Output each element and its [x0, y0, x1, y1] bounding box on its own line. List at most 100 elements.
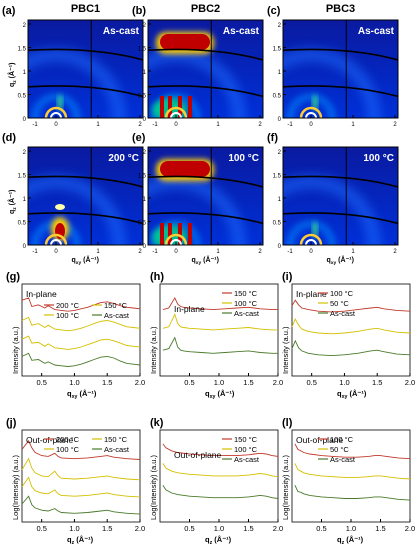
y-tick-label: 1.5: [138, 47, 147, 53]
beamstop-ring: [164, 106, 188, 118]
plot-title: Out-of-plane: [174, 450, 222, 460]
series-line: [21, 439, 141, 460]
amorphous-halo: [28, 175, 126, 245]
lamellar-peak: [178, 96, 182, 118]
linecut-panel: 0.5 1.0 1.5 2.0 (g) In-plane 200 °C 150 °C 100 °…: [6, 271, 145, 400]
panel-label: (i): [282, 271, 293, 283]
panel-label: (h): [150, 271, 164, 283]
x-axis-label: qxy (Å⁻¹): [72, 255, 99, 266]
x-tick-label: 1.5: [243, 524, 253, 533]
y-tick-label: 0.5: [18, 221, 27, 227]
legend-label: As-cast: [104, 311, 130, 320]
legend-label: As-cast: [330, 309, 356, 318]
x-tick-label: -1: [287, 122, 293, 128]
beamstop-inner: [50, 239, 62, 245]
y-tick-label: 1: [23, 70, 27, 76]
y-axis-label: Log(Intensity) (a.u.): [11, 454, 20, 520]
x-axis-label: qxy (Å⁻¹): [327, 255, 354, 266]
x-tick-label: 0: [54, 122, 58, 128]
panel-label: (a): [2, 5, 16, 17]
y-tick-label: 0.5: [18, 94, 27, 100]
column-title: PBC1: [71, 3, 100, 15]
panel-label: (f): [267, 132, 278, 144]
legend-label: 100 °C: [56, 445, 80, 454]
x-tick-label: 2: [393, 249, 397, 255]
column-title: PBC3: [326, 3, 355, 15]
legend-label: 100 °C: [234, 299, 258, 308]
panel-label: (b): [132, 5, 146, 17]
legend-label: 50 °C: [330, 299, 349, 308]
amorphous-halo: [283, 175, 381, 245]
series-line: [294, 443, 411, 460]
y-tick-label: 0.5: [138, 94, 147, 100]
x-tick-label: 2.0: [273, 524, 283, 533]
x-tick-label: 1.5: [372, 378, 382, 387]
legend-label: 150 °C: [104, 435, 128, 444]
x-tick-label: -1: [152, 249, 158, 255]
legend-label: 100 °C: [330, 435, 354, 444]
x-tick-label: 0.5: [36, 524, 46, 533]
bragg-spot: [55, 204, 65, 210]
legend-label: 100 °C: [56, 311, 80, 320]
x-tick-label: 1: [216, 249, 220, 255]
legend-label: 150 °C: [104, 301, 128, 310]
inner-halo: [286, 93, 336, 118]
panel-frame: [27, 19, 144, 119]
y-axis-label: Intensity (a.u.): [149, 326, 158, 374]
legend-label: 100 °C: [330, 289, 354, 298]
x-tick-label: 1.0: [214, 524, 224, 533]
lamellar-peak: [160, 96, 164, 118]
x-tick-label: 1.0: [339, 378, 349, 387]
inner-halo: [151, 93, 201, 118]
beamstop-ring: [299, 233, 323, 245]
panel-frame: [27, 146, 144, 246]
legend-label: As-cast: [234, 309, 260, 318]
series-line: [162, 463, 279, 478]
x-tick-label: 0.5: [306, 378, 316, 387]
condition-label: As-cast: [358, 26, 395, 37]
y-tick-label: 0.5: [273, 94, 282, 100]
y-tick-label: 0: [143, 244, 147, 250]
y-axis-label: qz (Å⁻¹): [7, 63, 18, 87]
y-tick-label: 0: [143, 117, 147, 123]
plot-frame: [291, 429, 411, 523]
beamstop-inner: [50, 112, 62, 118]
panel-frame: [282, 146, 399, 246]
x-tick-label: 0.5: [36, 378, 46, 387]
lamellar-peak: [168, 223, 172, 245]
x-tick-label: 1.0: [69, 378, 79, 387]
x-tick-label: 1.0: [69, 524, 79, 533]
x-tick-label: 1: [351, 249, 355, 255]
x-tick-label: 1.0: [346, 524, 356, 533]
x-tick-label: 2: [138, 249, 142, 255]
x-tick-label: 2: [258, 122, 262, 128]
y-tick-label: 1: [278, 197, 282, 203]
series-line: [21, 335, 141, 350]
giwaxs-panel: (f) 100 °C 0 0.5 1 1.5 2 0 1 2 -1 qxy (Å⁻¹): [267, 132, 399, 266]
panel-frame: [147, 19, 264, 119]
y-tick-label: 1: [278, 70, 282, 76]
legend-label: 100 °C: [234, 445, 258, 454]
x-tick-label: 2: [138, 122, 142, 128]
panel-label: (k): [150, 417, 164, 429]
amorphous-halo: [283, 48, 381, 118]
y-tick-label: 0: [278, 244, 282, 250]
series-line: [162, 296, 278, 311]
series-line: [294, 485, 411, 501]
x-tick-label: 1: [96, 249, 100, 255]
series-line: [291, 339, 411, 357]
plot-title: In-plane: [174, 304, 205, 314]
lamellar-peak: [313, 223, 317, 237]
x-tick-label: -1: [32, 122, 38, 128]
series-line: [21, 352, 141, 367]
y-tick-label: 0: [278, 117, 282, 123]
inner-halo: [31, 93, 81, 118]
y-tick-label: 2: [143, 150, 147, 156]
condition-label: As-cast: [223, 26, 260, 37]
